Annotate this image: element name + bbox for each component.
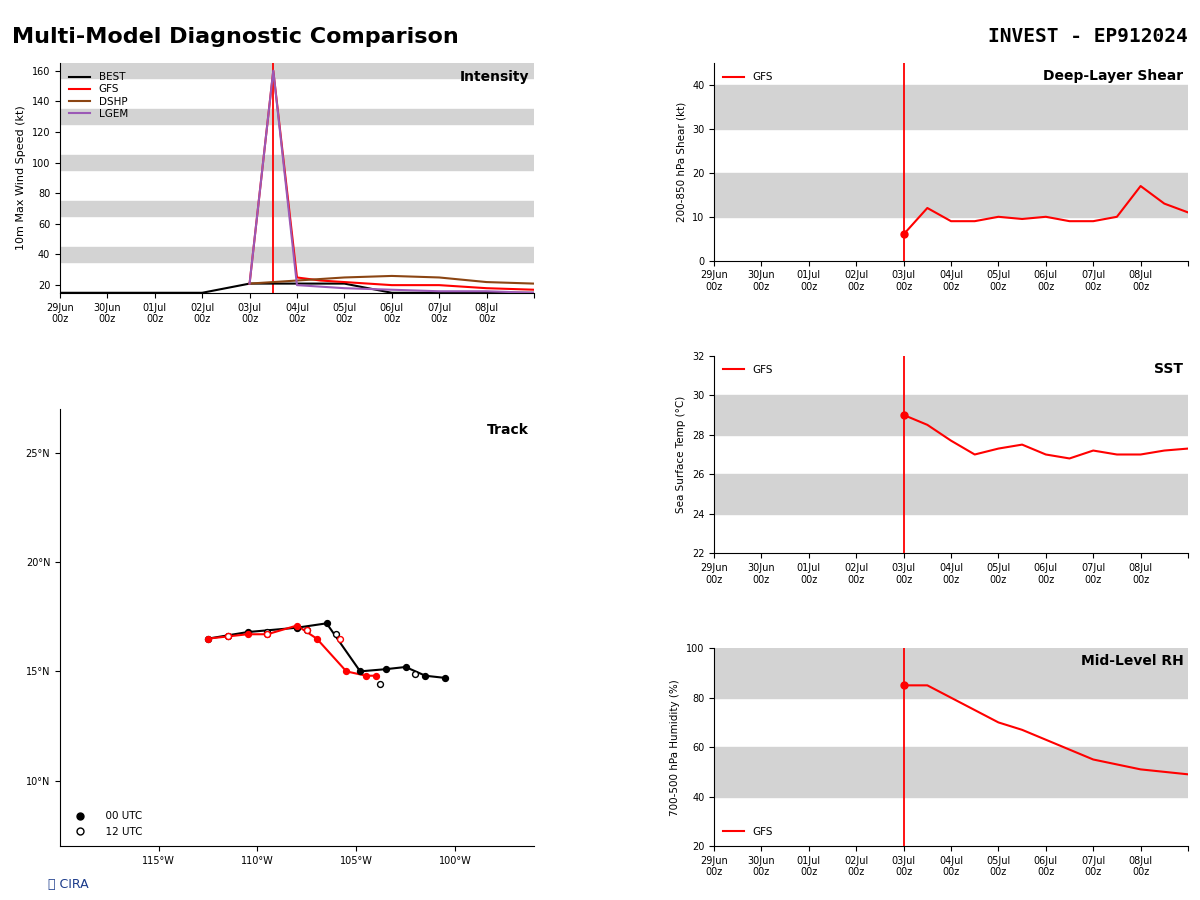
Legend:   00 UTC,   12 UTC: 00 UTC, 12 UTC bbox=[65, 807, 146, 841]
Point bbox=[258, 627, 277, 642]
Point bbox=[337, 664, 356, 679]
Point bbox=[198, 632, 217, 646]
Bar bbox=[60, 201, 534, 216]
Y-axis label: 700-500 hPa Humidity (%): 700-500 hPa Humidity (%) bbox=[671, 679, 680, 815]
Legend: BEST, GFS, DSHP, LGEM: BEST, GFS, DSHP, LGEM bbox=[65, 68, 132, 122]
Bar bbox=[714, 173, 1188, 217]
Text: INVEST - EP912024: INVEST - EP912024 bbox=[989, 27, 1188, 46]
Y-axis label: 10m Max Wind Speed (kt): 10m Max Wind Speed (kt) bbox=[17, 105, 26, 250]
Text: Mid-Level RH: Mid-Level RH bbox=[1080, 654, 1183, 668]
Bar bbox=[60, 155, 534, 170]
Point bbox=[436, 670, 455, 685]
Text: Track: Track bbox=[487, 422, 529, 436]
Point bbox=[366, 669, 385, 683]
Bar bbox=[714, 648, 1188, 698]
Bar bbox=[714, 747, 1188, 796]
Point bbox=[238, 625, 257, 639]
Y-axis label: 200-850 hPa Shear (kt): 200-850 hPa Shear (kt) bbox=[677, 102, 686, 222]
Point bbox=[218, 629, 238, 643]
Point bbox=[406, 666, 425, 680]
Bar bbox=[60, 109, 534, 124]
Point bbox=[218, 629, 238, 643]
Point bbox=[894, 678, 913, 692]
Text: Deep-Layer Shear: Deep-Layer Shear bbox=[1043, 69, 1183, 83]
Y-axis label: Sea Surface Temp (°C): Sea Surface Temp (°C) bbox=[677, 396, 686, 513]
Point bbox=[218, 629, 238, 643]
Legend: GFS: GFS bbox=[719, 823, 778, 841]
Bar bbox=[60, 247, 534, 262]
Bar bbox=[714, 474, 1188, 514]
Point bbox=[326, 627, 346, 642]
Text: ⓒ CIRA: ⓒ CIRA bbox=[48, 878, 89, 891]
Point bbox=[371, 678, 390, 692]
Bar bbox=[60, 63, 534, 78]
Bar bbox=[714, 85, 1188, 129]
Text: Multi-Model Diagnostic Comparison: Multi-Model Diagnostic Comparison bbox=[12, 27, 458, 47]
Point bbox=[377, 662, 396, 677]
Legend: GFS: GFS bbox=[719, 68, 778, 86]
Bar bbox=[714, 395, 1188, 435]
Point bbox=[287, 620, 306, 634]
Point bbox=[298, 623, 317, 637]
Text: SST: SST bbox=[1154, 362, 1183, 375]
Text: Intensity: Intensity bbox=[460, 70, 529, 84]
Point bbox=[350, 664, 370, 679]
Point bbox=[307, 632, 326, 646]
Point bbox=[894, 408, 913, 422]
Point bbox=[396, 660, 415, 674]
Point bbox=[415, 669, 434, 683]
Point bbox=[331, 632, 350, 646]
Point bbox=[894, 227, 913, 241]
Point bbox=[198, 632, 217, 646]
Point bbox=[317, 616, 336, 631]
Point bbox=[356, 669, 376, 683]
Legend: GFS: GFS bbox=[719, 361, 778, 379]
Point bbox=[258, 627, 277, 642]
Point bbox=[258, 625, 277, 639]
Point bbox=[298, 623, 317, 637]
Point bbox=[287, 618, 306, 633]
Point bbox=[238, 627, 257, 642]
